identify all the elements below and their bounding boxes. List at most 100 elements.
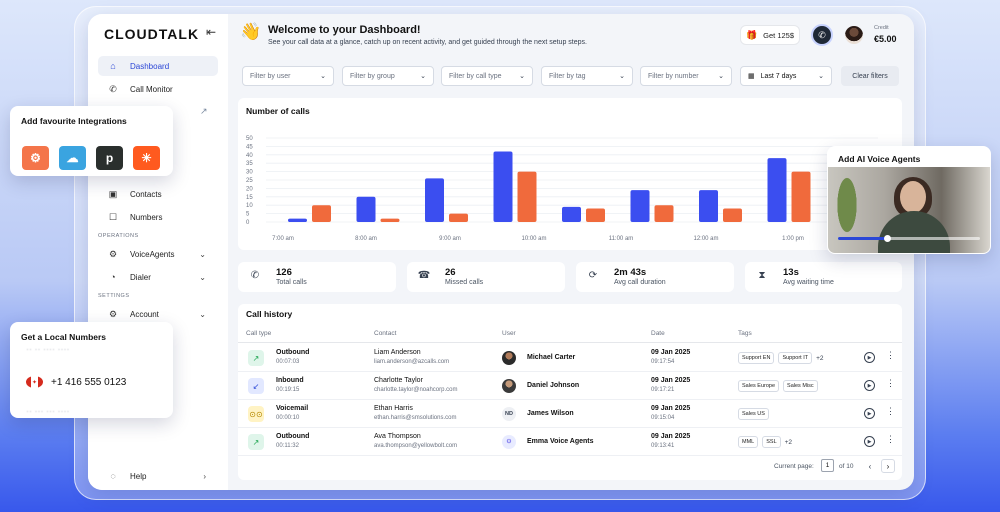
sidebar-item-account[interactable]: ⚙ Account ⌄ <box>98 304 218 324</box>
sidebar-item-help[interactable]: ◌ Help › <box>98 466 218 486</box>
filter-tag[interactable]: Filter by tag ⌄ <box>541 66 633 86</box>
play-icon[interactable]: ▶ <box>864 380 875 391</box>
table-row[interactable]: ↗ Outbound 00:07:03 Liam Anderson liam.a… <box>238 344 902 372</box>
sidebar-item-label: Numbers <box>130 212 163 222</box>
salesforce-icon[interactable]: ☁ <box>59 146 86 170</box>
chevron-right-icon[interactable]: › <box>881 459 895 473</box>
stat-value: 2m 43s <box>614 267 647 278</box>
stat-label: Avg call duration <box>614 279 666 286</box>
chart-bar[interactable] <box>312 205 331 222</box>
call-duration: 00:00:10 <box>276 415 300 421</box>
y-tick-label: 5 <box>246 212 250 218</box>
sidebar-item-contacts[interactable]: ▣ Contacts <box>98 184 218 204</box>
contact-name[interactable]: Ava Thompson <box>374 433 421 440</box>
logo: CLOUDTALK <box>104 26 200 42</box>
chevron-down-icon: ⌄ <box>199 272 206 282</box>
filter-label: Filter by group <box>350 72 395 80</box>
zapier-icon[interactable]: ✳ <box>133 146 160 170</box>
page-input[interactable]: 1 <box>821 459 834 472</box>
contact-name[interactable]: Liam Anderson <box>374 349 421 356</box>
video-progress-bar[interactable] <box>838 235 980 242</box>
chart-bar[interactable] <box>356 196 376 222</box>
chart-bar[interactable] <box>493 151 513 222</box>
external-link-icon[interactable]: ↗ <box>200 106 208 116</box>
contact-email: charlotte.taylor@noahcorp.com <box>374 387 458 393</box>
chart-bar[interactable] <box>425 178 444 222</box>
play-icon[interactable]: ▶ <box>864 352 875 363</box>
more-options-icon[interactable]: ⋮ <box>886 434 895 444</box>
chart-bar[interactable] <box>449 213 468 222</box>
get-credit-button[interactable]: 🎁 Get 125$ <box>740 25 800 45</box>
filter-user[interactable]: Filter by user ⌄ <box>242 66 334 86</box>
blurred-number-row: ·· ··· ··· ···· <box>26 406 69 416</box>
chart-bar[interactable] <box>699 190 718 222</box>
x-tick-label: 12:00 am <box>693 236 718 242</box>
play-icon[interactable]: ▶ <box>864 436 875 447</box>
table-row[interactable]: ↙ Inbound 00:19:15 Charlotte Taylor char… <box>238 372 902 400</box>
more-options-icon[interactable]: ⋮ <box>886 378 895 388</box>
avatar[interactable] <box>845 26 863 44</box>
chevron-down-icon: ⌄ <box>199 249 206 259</box>
sidebar-item-numbers[interactable]: ☐ Numbers <box>98 207 218 227</box>
x-tick-label: 9:00 am <box>439 236 461 242</box>
filter-group[interactable]: Filter by group ⌄ <box>342 66 434 86</box>
sidebar-item-dashboard[interactable]: ⌂ Dashboard <box>98 56 218 76</box>
video-scrubber-handle[interactable] <box>884 235 891 242</box>
more-tags[interactable]: +2 <box>784 438 793 446</box>
main-content: 👋 Welcome to your Dashboard! See your ca… <box>228 14 914 490</box>
collapse-left-icon[interactable]: ⇤ <box>206 25 217 39</box>
chart-bar[interactable] <box>380 218 400 222</box>
user-name: Michael Carter <box>527 354 576 361</box>
chart-bar[interactable] <box>767 158 787 222</box>
table-row[interactable]: ⊙⊙ Voicemail 00:00:10 Ethan Harris ethan… <box>238 400 902 428</box>
stat-value: 13s <box>783 267 799 278</box>
filter-label: Filter by user <box>250 72 291 80</box>
x-tick-label: 7:00 am <box>272 236 294 242</box>
y-tick-label: 30 <box>246 170 253 176</box>
filter-date[interactable]: ▦ Last 7 days ⌄ <box>740 66 832 86</box>
more-options-icon[interactable]: ⋮ <box>886 406 895 416</box>
sidebar-item-call-monitor[interactable]: ✆ Call Monitor <box>98 79 218 99</box>
chart-bar[interactable] <box>288 218 307 222</box>
local-number-option[interactable]: ✦ +1 416 555 0123 <box>26 376 126 388</box>
column-header[interactable]: Contact <box>374 330 397 337</box>
more-options-icon[interactable]: ⋮ <box>886 350 895 360</box>
video-player[interactable] <box>828 167 990 253</box>
chevron-down-icon: ⌄ <box>199 309 206 319</box>
sidebar-item-dialer[interactable]: ◔ Dialer ⌄ <box>98 267 218 287</box>
chevron-down-icon: ⌄ <box>718 73 724 80</box>
chart-bar[interactable] <box>723 208 742 222</box>
y-tick-label: 0 <box>246 220 250 226</box>
contact-name[interactable]: Ethan Harris <box>374 405 413 412</box>
chart-bar[interactable] <box>654 205 674 222</box>
chevron-left-icon[interactable]: ‹ <box>868 461 872 471</box>
play-icon[interactable]: ▶ <box>864 408 875 419</box>
contact-email: ethan.harris@smsolutions.com <box>374 415 457 421</box>
chevron-down-icon: ⌄ <box>519 73 525 80</box>
call-button[interactable]: ✆ <box>811 24 833 46</box>
pager-label: Current page: <box>774 463 814 470</box>
column-header[interactable]: Date <box>651 330 665 337</box>
chart-bar[interactable] <box>791 171 811 222</box>
hubspot-icon[interactable]: ⚙ <box>22 146 49 170</box>
column-header[interactable]: Tags <box>738 330 752 337</box>
table-row[interactable]: ↗ Outbound 00:11:32 Ava Thompson ava.tho… <box>238 428 902 456</box>
chart-bar[interactable] <box>562 206 581 222</box>
clear-filters-button[interactable]: Clear filters <box>841 66 899 86</box>
sidebar-item-voiceagents[interactable]: ⚙ VoiceAgents ⌄ <box>98 244 218 264</box>
chart-bar[interactable] <box>630 190 650 222</box>
column-header[interactable]: User <box>502 330 516 337</box>
refresh-icon: ⟳ <box>588 270 598 281</box>
contact-name[interactable]: Charlotte Taylor <box>374 377 423 384</box>
tag: Support EN <box>738 352 775 364</box>
more-tags[interactable]: +2 <box>816 354 824 362</box>
stat-missed-calls: ☎ 26 Missed calls <box>407 262 565 292</box>
chart-bar[interactable] <box>517 171 537 222</box>
column-header[interactable]: Call type <box>246 330 272 337</box>
filter-call-type[interactable]: Filter by call type ⌄ <box>441 66 533 86</box>
stat-label: Missed calls <box>445 279 484 286</box>
call-type: Voicemail <box>276 405 309 412</box>
pipedrive-icon[interactable]: p <box>96 146 123 170</box>
chart-bar[interactable] <box>586 208 605 222</box>
filter-number[interactable]: Filter by number ⌄ <box>640 66 732 86</box>
